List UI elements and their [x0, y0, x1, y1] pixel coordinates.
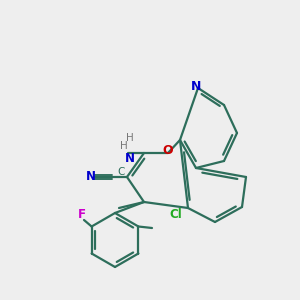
Text: F: F	[78, 208, 86, 220]
Text: O: O	[163, 145, 173, 158]
Text: C: C	[117, 167, 125, 177]
Text: N: N	[191, 80, 201, 92]
Text: N: N	[86, 170, 96, 184]
Text: H: H	[126, 133, 134, 143]
Text: Cl: Cl	[169, 208, 182, 221]
Text: H: H	[120, 141, 128, 151]
Text: N: N	[125, 152, 135, 166]
